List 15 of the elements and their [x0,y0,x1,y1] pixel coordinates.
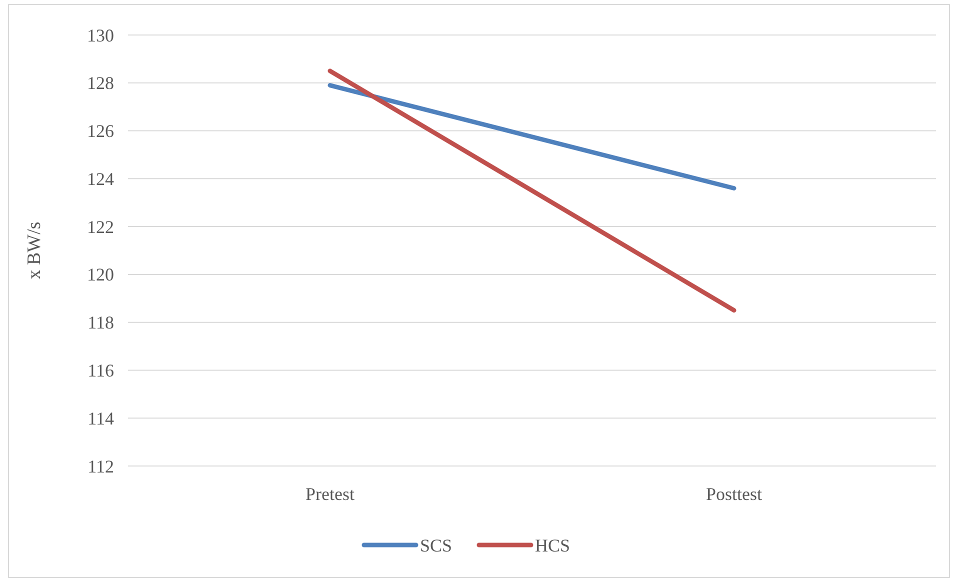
y-tick-label: 128 [87,73,114,94]
y-tick-label: 120 [87,264,114,285]
y-tick-label: 112 [88,456,114,476]
legend-label: SCS [420,535,452,556]
y-tick-label: 118 [88,312,114,333]
x-tick-label: Posttest [706,484,762,504]
y-axis-title: x BW/s [24,222,45,280]
y-tick-label: 130 [87,25,114,46]
y-tick-label: 126 [87,121,114,142]
legend-label: HCS [535,535,570,556]
y-tick-label: 114 [88,408,114,428]
y-tick-label: 122 [87,216,114,237]
y-tick-label: 116 [88,360,114,381]
y-tick-label: 124 [87,168,114,189]
x-tick-label: Pretest [306,484,354,504]
